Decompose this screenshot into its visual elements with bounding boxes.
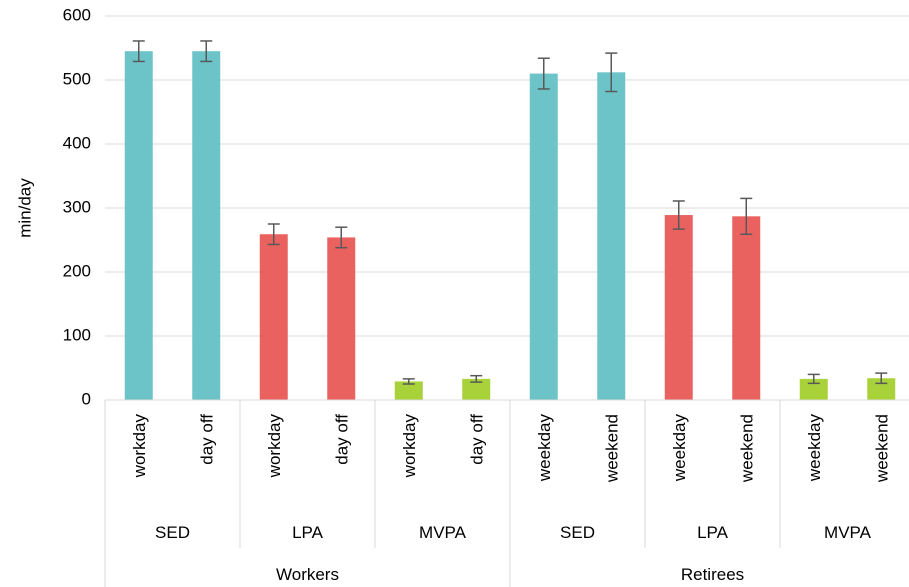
y-tick-label: 400 [63, 133, 91, 152]
group-label: Retirees [681, 565, 744, 584]
subgroup-label: SED [155, 523, 190, 542]
bar-category-label: weekday [805, 414, 824, 483]
y-tick-label: 300 [63, 197, 91, 216]
bar-category-label: day off [197, 414, 216, 465]
bar [597, 72, 626, 400]
bar-category-label: weekday [670, 414, 689, 483]
bar-category-label: day off [467, 414, 486, 465]
bar [462, 378, 491, 400]
bar [192, 51, 221, 400]
subgroup-label: SED [560, 523, 595, 542]
bar-category-label: weekend [872, 414, 891, 483]
group-label: Workers [276, 565, 339, 584]
y-tick-label: 0 [82, 389, 91, 408]
bar-category-label: workday [130, 414, 149, 479]
y-tick-label: 200 [63, 261, 91, 280]
bar [799, 378, 828, 400]
category-labels: workday day off workday day off workday day o… [130, 414, 892, 584]
bar-category-label: workday [400, 414, 419, 479]
y-axis-title: min/day [15, 178, 34, 238]
subgroup-label: MVPA [824, 523, 872, 542]
bar [867, 378, 896, 400]
bars [124, 51, 896, 400]
gridlines [105, 15, 909, 401]
bar-category-label: weekend [602, 414, 621, 483]
error-bars [132, 40, 888, 385]
bar [732, 216, 761, 400]
x-axis [104, 399, 909, 587]
bar [124, 51, 153, 400]
y-tick-label: 100 [63, 325, 91, 344]
bar [394, 381, 423, 400]
y-tick-label: 600 [63, 5, 91, 24]
bar [327, 237, 356, 400]
bar-category-label: weekend [737, 414, 756, 483]
subgroup-label: LPA [697, 523, 729, 542]
bar [529, 73, 558, 400]
bar-category-label: weekday [535, 414, 554, 483]
bar [664, 215, 693, 400]
bar-category-label: day off [332, 414, 351, 465]
subgroup-label: LPA [292, 523, 324, 542]
y-tick-label: 500 [63, 69, 91, 88]
subgroup-label: MVPA [419, 523, 467, 542]
bar [259, 234, 288, 400]
bar-category-label: workday [265, 414, 284, 479]
y-tick-labels: 0 100 200 300 400 500 600 [63, 5, 91, 408]
